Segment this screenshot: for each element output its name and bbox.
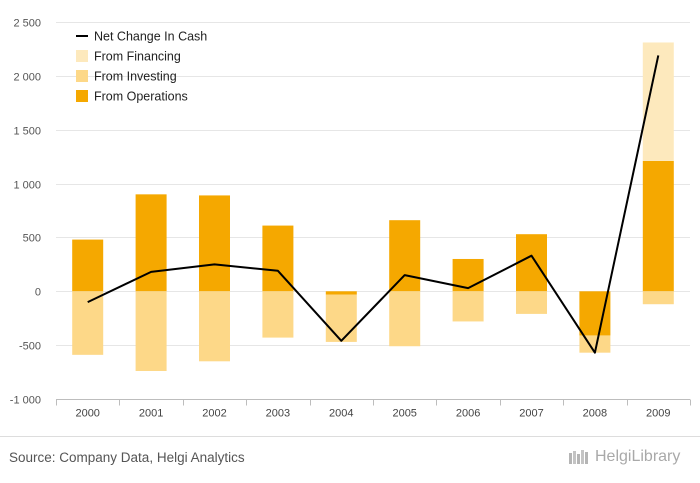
x-tick-label: 2000 [75, 408, 99, 420]
bar-from-operations [579, 291, 611, 336]
y-tick-label: 500 [23, 233, 41, 245]
x-tick-label: 2006 [456, 408, 480, 420]
bar-from-investing [135, 291, 167, 371]
legend-label: Net Change In Cash [94, 30, 207, 44]
y-tick-label: 0 [35, 287, 41, 299]
bar-from-investing [452, 291, 484, 322]
y-tick-label: 1 500 [13, 126, 41, 138]
legend-label: From Financing [94, 50, 181, 64]
legend-swatch [76, 90, 88, 102]
x-tick-label: 2005 [392, 408, 416, 420]
logo-text: HelgiLibrary [595, 448, 681, 465]
axes: -1 000 -500 0 500 1 000 1 500 2 000 2 500 2000 20… [10, 18, 691, 420]
bar-from-operations [199, 195, 230, 292]
legend-item: From Investing [76, 70, 177, 84]
legend-swatch [76, 50, 88, 62]
bar-from-operations [135, 194, 167, 292]
bar-from-operations [389, 220, 421, 292]
x-tick-label: 2003 [266, 408, 290, 420]
legend-item: Net Change In Cash [76, 30, 207, 44]
bar-from-investing [72, 291, 104, 355]
bar-from-investing [642, 291, 674, 305]
footer-divider [0, 436, 700, 437]
bar-from-operations [325, 291, 357, 295]
x-tick-label: 2009 [646, 408, 670, 420]
legend-label: From Investing [94, 70, 177, 84]
legend-item: From Financing [76, 50, 181, 64]
net-change-line-layer [87, 55, 660, 354]
y-tick-label: 1 000 [13, 180, 41, 192]
x-tick-label: 2001 [139, 408, 163, 420]
cash-flow-chart: -1 000 -500 0 500 1 000 1 500 2 000 2 500 2000 20… [10, 18, 691, 420]
x-tick-label: 2002 [202, 408, 226, 420]
bar-from-investing [262, 291, 294, 338]
legend: Net Change In Cash From Financing From Inv… [76, 30, 207, 104]
bar-from-investing [516, 291, 547, 314]
helgi-library-logo[interactable]: HelgiLibrary [568, 448, 680, 466]
net-change-line [87, 55, 660, 354]
legend-label: From Operations [94, 90, 188, 104]
legend-swatch [76, 70, 88, 82]
x-tick-label: 2007 [519, 408, 543, 420]
bar-from-operations [72, 239, 104, 292]
y-tick-label: -1 000 [10, 395, 41, 407]
bar-from-investing [199, 291, 230, 362]
y-tick-label: 2 500 [13, 18, 41, 30]
bar-from-operations [262, 225, 294, 292]
y-tick-label: 2 000 [13, 72, 41, 84]
source-note: Source: Company Data, Helgi Analytics [9, 450, 245, 465]
legend-item: From Operations [76, 90, 188, 104]
x-tick-label: 2008 [583, 408, 607, 420]
bar-from-investing [389, 291, 421, 347]
bar-from-operations [642, 160, 674, 292]
library-icon [569, 450, 588, 464]
bar-from-operations [516, 234, 547, 292]
y-tick-label: -500 [19, 341, 41, 353]
x-tick-label: 2004 [329, 408, 353, 420]
bar-from-investing [325, 294, 357, 342]
